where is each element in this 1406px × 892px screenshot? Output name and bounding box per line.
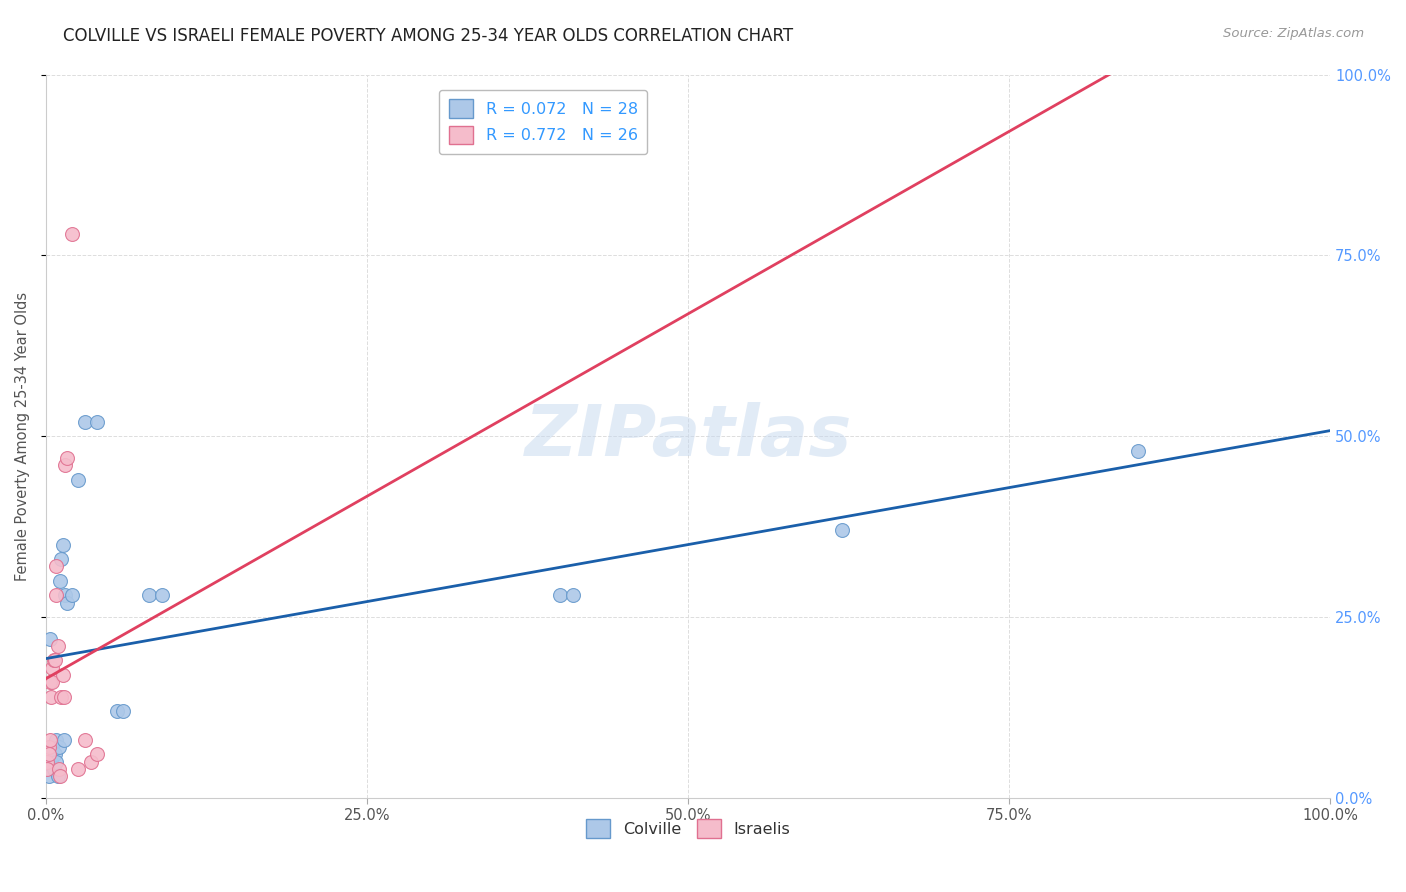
Point xyxy=(60,588,83,602)
Point xyxy=(51,690,73,704)
Text: ZIPatlas: ZIPatlas xyxy=(524,401,852,471)
Point xyxy=(48,762,70,776)
Point xyxy=(548,588,571,602)
Point xyxy=(52,733,75,747)
Point xyxy=(55,595,77,609)
Point xyxy=(52,690,75,704)
Point xyxy=(86,747,108,762)
Point xyxy=(45,588,67,602)
Point xyxy=(42,762,65,776)
Point xyxy=(38,747,60,762)
Point xyxy=(51,552,73,566)
Point xyxy=(150,588,173,602)
Point xyxy=(45,755,67,769)
Point xyxy=(38,675,60,690)
Point xyxy=(38,740,60,755)
Point xyxy=(42,653,65,667)
Point xyxy=(53,458,76,472)
Point xyxy=(46,769,69,783)
Point xyxy=(45,559,67,574)
Point xyxy=(49,574,72,588)
Point xyxy=(41,660,63,674)
Point xyxy=(44,747,66,762)
Point xyxy=(561,588,583,602)
Point xyxy=(138,588,160,602)
Point xyxy=(1126,443,1149,458)
Point xyxy=(44,653,66,667)
Point xyxy=(48,740,70,755)
Point xyxy=(86,415,108,429)
Point xyxy=(67,762,90,776)
Point xyxy=(53,588,76,602)
Y-axis label: Female Poverty Among 25-34 Year Olds: Female Poverty Among 25-34 Year Olds xyxy=(15,292,30,581)
Point xyxy=(73,733,96,747)
Point xyxy=(45,733,67,747)
Point xyxy=(41,740,63,755)
Point xyxy=(52,668,75,682)
Point xyxy=(60,227,83,241)
Point xyxy=(67,473,90,487)
Point xyxy=(38,733,60,747)
Point xyxy=(39,755,62,769)
Point xyxy=(37,755,59,769)
Point xyxy=(52,538,75,552)
Point xyxy=(41,675,63,690)
Point xyxy=(112,704,135,718)
Point xyxy=(46,639,69,653)
Text: Source: ZipAtlas.com: Source: ZipAtlas.com xyxy=(1223,27,1364,40)
Point xyxy=(831,523,853,537)
Point xyxy=(55,450,77,465)
Point xyxy=(49,769,72,783)
Point xyxy=(80,755,103,769)
Point xyxy=(38,769,60,783)
Point xyxy=(37,762,59,776)
Point xyxy=(105,704,128,718)
Point xyxy=(38,632,60,646)
Legend: Colville, Israelis: Colville, Israelis xyxy=(579,813,797,844)
Point xyxy=(73,415,96,429)
Point xyxy=(39,690,62,704)
Text: COLVILLE VS ISRAELI FEMALE POVERTY AMONG 25-34 YEAR OLDS CORRELATION CHART: COLVILLE VS ISRAELI FEMALE POVERTY AMONG… xyxy=(63,27,793,45)
